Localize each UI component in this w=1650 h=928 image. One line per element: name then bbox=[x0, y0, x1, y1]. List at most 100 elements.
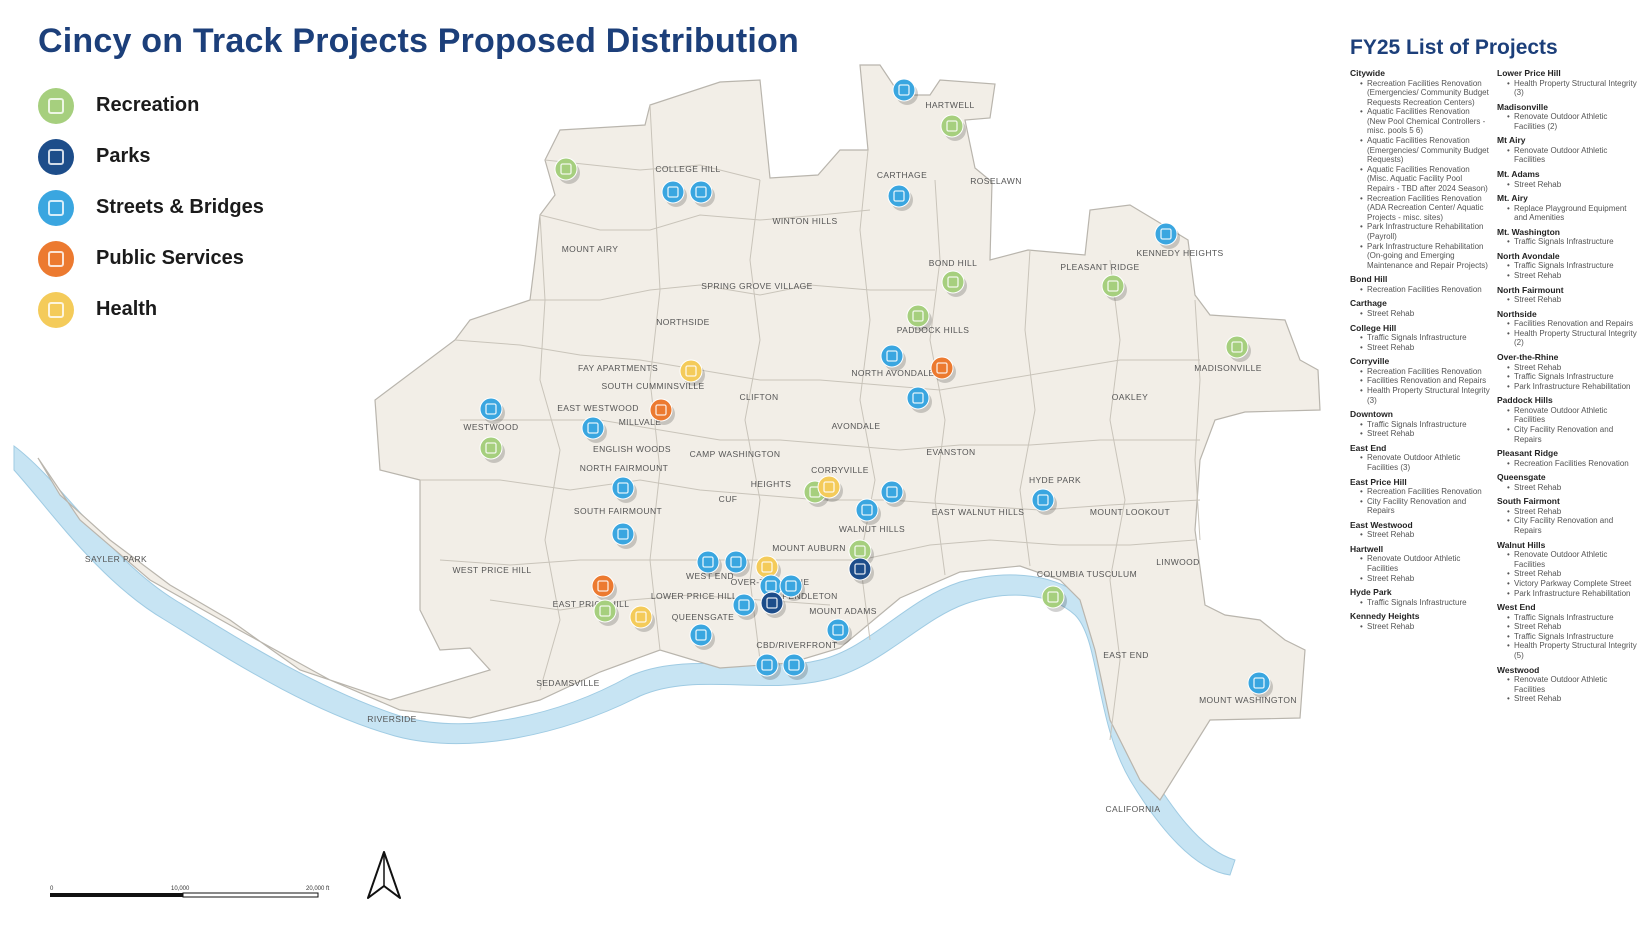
rec-marker[interactable] bbox=[1041, 585, 1067, 612]
streets-marker[interactable] bbox=[1247, 671, 1273, 698]
streets-marker[interactable] bbox=[689, 180, 715, 207]
streets-icon bbox=[785, 580, 797, 592]
streets-marker[interactable] bbox=[696, 550, 722, 577]
scale-bar: 0 10,000 20,000 ft bbox=[50, 886, 330, 898]
rec-marker[interactable] bbox=[940, 114, 966, 141]
project-group: East WestwoodStreet Rehab bbox=[1350, 520, 1490, 540]
project-item: Traffic Signals Infrastructure bbox=[1360, 333, 1490, 343]
neighborhood-labels: HARTWELL COLLEGE HILL CARTHAGE ROSELAWN WINT… bbox=[85, 100, 1297, 814]
neighborhood-label: FAY APARTMENTS bbox=[578, 363, 658, 373]
streets-icon bbox=[761, 659, 773, 671]
rec-marker[interactable] bbox=[941, 270, 967, 297]
streets-marker[interactable] bbox=[782, 653, 808, 680]
streets-icon bbox=[861, 504, 873, 516]
streets-icon bbox=[587, 422, 599, 434]
streets-marker[interactable] bbox=[880, 344, 906, 371]
project-item: Facilities Renovation and Repairs bbox=[1507, 319, 1637, 329]
project-item: Park Infrastructure Rehabilitation bbox=[1507, 589, 1637, 599]
streets-bridges-icon bbox=[38, 189, 74, 226]
streets-marker[interactable] bbox=[1154, 222, 1180, 249]
project-list-column-2: Lower Price HillHealth Property Structur… bbox=[1497, 68, 1637, 708]
project-group-name: Madisonville bbox=[1497, 101, 1549, 112]
rec-marker[interactable] bbox=[906, 304, 932, 331]
project-group-name: Pleasant Ridge bbox=[1497, 448, 1558, 459]
streets-marker[interactable] bbox=[661, 180, 687, 207]
project-item: Street Rehab bbox=[1360, 622, 1490, 632]
parks-marker[interactable] bbox=[848, 557, 874, 584]
neighborhood-label: NORTH AVONDALE bbox=[851, 368, 934, 378]
streets-icon bbox=[832, 624, 844, 636]
neighborhood-label: MOUNT AUBURN bbox=[772, 543, 846, 553]
rec-icon bbox=[485, 442, 497, 454]
project-group: Mt. WashingtonTraffic Signals Infrastruc… bbox=[1497, 227, 1637, 247]
project-item: Replace Playground Equipment and Ameniti… bbox=[1507, 204, 1637, 223]
streets-marker[interactable] bbox=[892, 78, 918, 105]
project-item: Traffic Signals Infrastructure bbox=[1360, 420, 1490, 430]
parks-marker[interactable] bbox=[760, 591, 786, 618]
project-item: Street Rehab bbox=[1360, 429, 1490, 439]
streets-marker[interactable] bbox=[1031, 488, 1057, 515]
streets-marker[interactable] bbox=[724, 550, 750, 577]
project-item: Traffic Signals Infrastructure bbox=[1507, 632, 1637, 642]
health-marker[interactable] bbox=[629, 605, 655, 632]
streets-marker[interactable] bbox=[689, 623, 715, 650]
health-marker[interactable] bbox=[679, 359, 705, 386]
rec-marker[interactable] bbox=[554, 157, 580, 184]
streets-marker[interactable] bbox=[855, 498, 881, 525]
streets-marker[interactable] bbox=[611, 522, 637, 549]
neighborhood-label: COLLEGE HILL bbox=[655, 164, 720, 174]
project-item: City Facility Renovation and Repairs bbox=[1360, 497, 1490, 516]
project-item: Street Rehab bbox=[1507, 180, 1637, 190]
rec-marker[interactable] bbox=[848, 539, 874, 566]
neighborhood-label: NORTH FAIRMOUNT bbox=[580, 463, 668, 473]
streets-marker[interactable] bbox=[779, 574, 805, 601]
project-item: Renovate Outdoor Athletic Facilities bbox=[1507, 146, 1637, 165]
project-markers bbox=[479, 78, 1273, 698]
public-icon bbox=[597, 580, 609, 592]
streets-icon bbox=[667, 186, 679, 198]
project-item: Aquatic Facilities Renovation (Misc. Aqu… bbox=[1360, 165, 1490, 194]
project-item: Health Property Structural Integrity (3) bbox=[1507, 79, 1637, 98]
rec-icon bbox=[1231, 341, 1243, 353]
public-marker[interactable] bbox=[591, 574, 617, 601]
project-item: Park Infrastructure Rehabilitation (On-g… bbox=[1360, 242, 1490, 271]
streets-marker[interactable] bbox=[880, 480, 906, 507]
streets-marker[interactable] bbox=[479, 397, 505, 424]
rec-marker[interactable] bbox=[593, 599, 619, 626]
neighborhood-label: CALIFORNIA bbox=[1105, 804, 1160, 814]
neighborhood-label: SAYLER PARK bbox=[85, 554, 147, 564]
scale-tick-label: 20,000 ft bbox=[306, 886, 330, 892]
project-item: Health Property Structural Integrity (5) bbox=[1507, 641, 1637, 660]
streets-marker[interactable] bbox=[826, 618, 852, 645]
health-icon bbox=[823, 481, 835, 493]
streets-marker[interactable] bbox=[732, 593, 758, 620]
project-item: Street Rehab bbox=[1507, 507, 1637, 517]
project-group-name: Bond Hill bbox=[1350, 274, 1388, 285]
streets-icon bbox=[485, 403, 497, 415]
project-group: Over-the-RhineStreet RehabTraffic Signal… bbox=[1497, 352, 1637, 391]
streets-marker[interactable] bbox=[611, 476, 637, 503]
streets-icon bbox=[898, 84, 910, 96]
rec-marker[interactable] bbox=[479, 436, 505, 463]
streets-icon bbox=[788, 659, 800, 671]
project-item: Traffic Signals Infrastructure bbox=[1507, 613, 1637, 623]
page-title: Cincy on Track Projects Proposed Distrib… bbox=[38, 22, 799, 60]
legend-item-recreation: Recreation bbox=[38, 80, 264, 131]
rec-marker[interactable] bbox=[1225, 335, 1251, 362]
streets-marker[interactable] bbox=[906, 386, 932, 413]
project-group-name: Queensgate bbox=[1497, 472, 1546, 483]
project-item: Street Rehab bbox=[1360, 309, 1490, 319]
rec-marker[interactable] bbox=[1101, 274, 1127, 301]
neighborhood-label: CORRYVILLE bbox=[811, 465, 869, 475]
public-marker[interactable] bbox=[930, 356, 956, 383]
streets-marker[interactable] bbox=[581, 416, 607, 443]
public-marker[interactable] bbox=[649, 398, 675, 425]
project-group-name: Westwood bbox=[1497, 664, 1540, 675]
project-item: Street Rehab bbox=[1360, 343, 1490, 353]
health-marker[interactable] bbox=[817, 475, 843, 502]
neighborhood-label: CLIFTON bbox=[739, 392, 778, 402]
project-group-name: Mt. Washington bbox=[1497, 226, 1560, 237]
streets-marker[interactable] bbox=[887, 184, 913, 211]
project-group-name: College Hill bbox=[1350, 322, 1397, 333]
streets-marker[interactable] bbox=[755, 653, 781, 680]
